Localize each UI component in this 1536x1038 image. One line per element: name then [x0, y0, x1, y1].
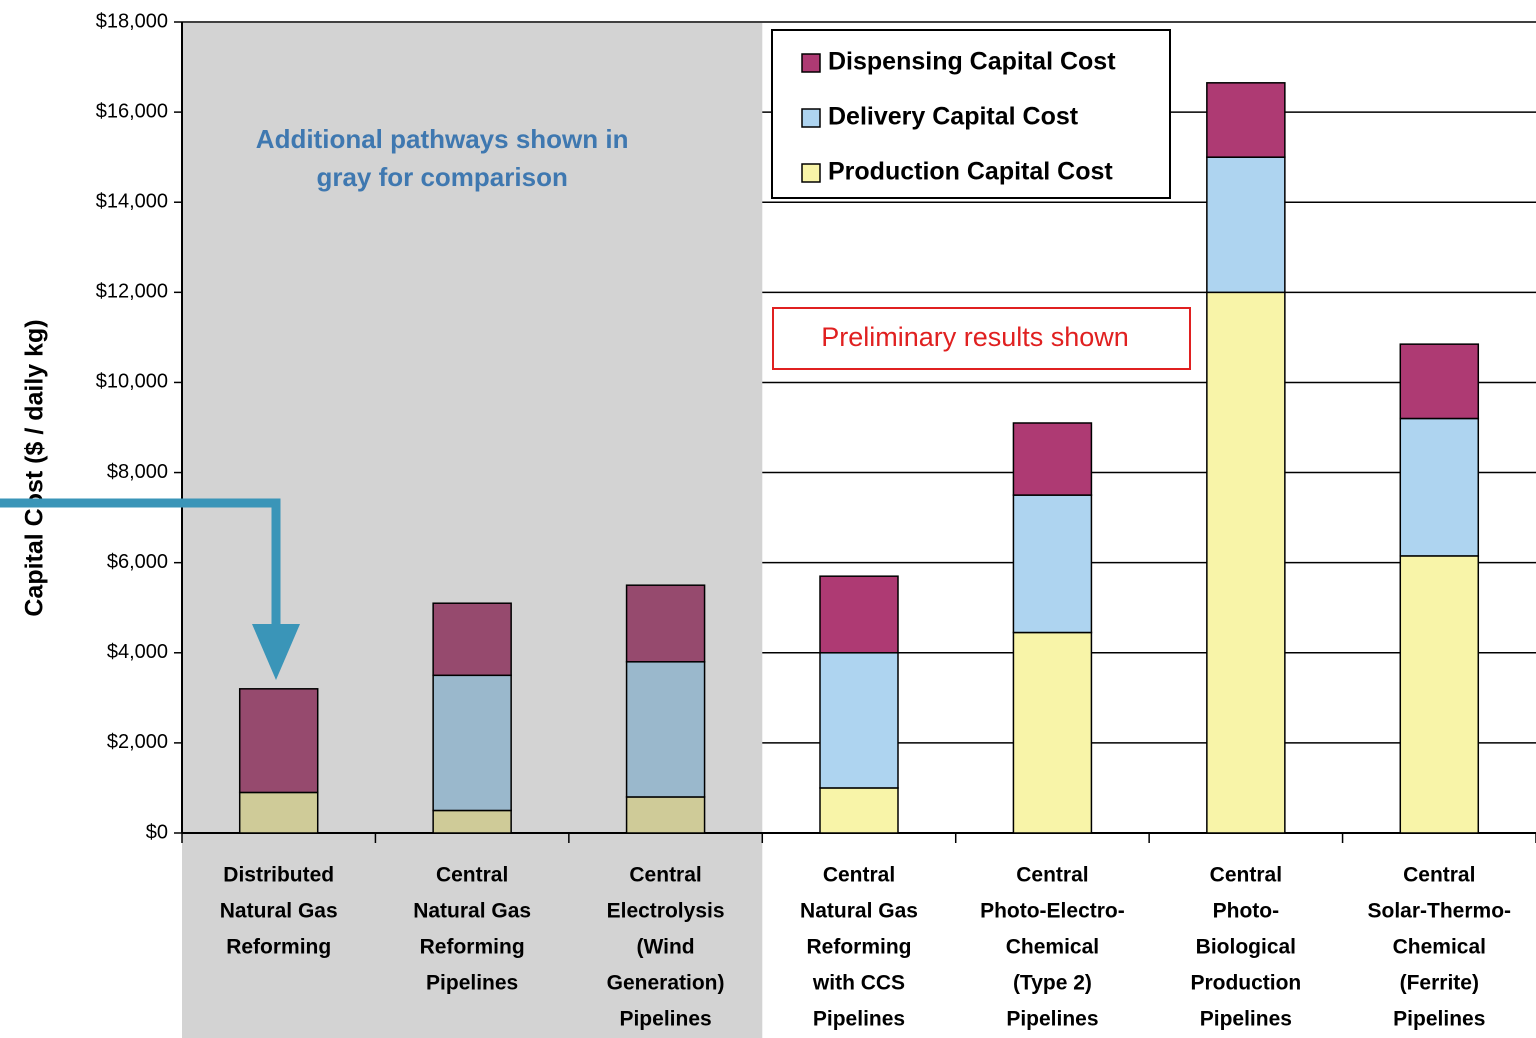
- x-tick-label: Central: [1210, 864, 1282, 887]
- bar-segment: [432, 602, 512, 677]
- bar-segment: [625, 796, 706, 834]
- bar-segment: [432, 674, 512, 812]
- x-tick-label: Pipelines: [1200, 1008, 1292, 1031]
- bar-segment: [238, 688, 319, 794]
- x-tick-label: Central: [1016, 864, 1088, 887]
- y-tick-label: $0: [146, 821, 168, 843]
- y-tick-label: $10,000: [96, 371, 168, 393]
- bar-segment: [1206, 82, 1286, 158]
- y-tick-label: $6,000: [107, 551, 168, 573]
- arrow-line: [0, 498, 281, 625]
- legend-label: Dispensing Capital Cost: [828, 48, 1116, 76]
- y-tick-label: $16,000: [96, 100, 168, 122]
- bars-layer: [238, 82, 1480, 834]
- x-tick-label: Pipelines: [619, 1008, 711, 1031]
- bar-segment: [1012, 631, 1093, 834]
- x-tick-label: Central: [1403, 864, 1475, 887]
- bar-segment: [1399, 343, 1480, 420]
- y-tick-label: $4,000: [107, 641, 168, 663]
- x-tick-label: Production: [1190, 972, 1301, 995]
- annotation-box: [772, 307, 1191, 370]
- x-tick-label: Reforming: [226, 936, 331, 959]
- x-tick-label: Pipelines: [1393, 1008, 1485, 1031]
- y-tick-label: $14,000: [96, 191, 168, 213]
- bar-segment: [432, 809, 512, 834]
- bar-segment: [1206, 156, 1286, 294]
- x-tick-label: Photo-: [1213, 900, 1279, 923]
- x-tick-label: Electrolysis: [607, 900, 725, 923]
- legend-box: [771, 29, 1171, 199]
- x-tick-label: Natural Gas: [800, 900, 918, 923]
- bar-segment: [1399, 417, 1480, 557]
- arrow: [0, 498, 300, 680]
- region-annotation: gray for comparison: [316, 162, 567, 192]
- x-tick-label: (Type 2): [1013, 972, 1092, 995]
- x-tick-label: with CCS: [812, 972, 905, 995]
- x-tick-label: Reforming: [807, 936, 912, 959]
- legend-label: Production Capital Cost: [828, 158, 1113, 186]
- x-tick-label: Pipelines: [813, 1008, 905, 1031]
- y-tick-label: $8,000: [107, 461, 168, 483]
- x-tick-label: (Ferrite): [1400, 972, 1479, 995]
- x-tick-label: Reforming: [420, 936, 525, 959]
- x-tick-label: Natural Gas: [220, 900, 338, 923]
- bar-segment: [819, 787, 899, 834]
- x-tick-label: Central: [436, 864, 508, 887]
- legend: Dispensing Capital Cost Delivery Capital …: [771, 29, 1171, 199]
- y-tick-label: $12,000: [96, 281, 168, 303]
- legend-label: Delivery Capital Cost: [828, 103, 1079, 131]
- x-tick-label: Pipelines: [1006, 1008, 1098, 1031]
- x-tick-label: Pipelines: [426, 972, 518, 995]
- x-tick-label: Distributed: [223, 864, 334, 887]
- bar-segment: [1206, 291, 1286, 834]
- legend-swatch: [801, 163, 821, 183]
- x-tick-label: Biological: [1196, 936, 1296, 959]
- bar-segment: [1012, 422, 1093, 496]
- y-axis-title: Capital Cost ($ / daily kg): [21, 319, 49, 616]
- x-tick-label: (Wind: [637, 936, 695, 959]
- bar-segment: [625, 661, 706, 798]
- x-tick-label: Natural Gas: [413, 900, 531, 923]
- x-tick-label: Chemical: [1393, 936, 1486, 959]
- region-annotation: Additional pathways shown in: [256, 124, 629, 154]
- legend-swatch: [801, 108, 821, 128]
- bar-segment: [1399, 555, 1480, 834]
- x-tick-label: Photo-Electro-: [980, 900, 1125, 923]
- bar-segment: [238, 791, 319, 834]
- bar-segment: [819, 575, 899, 654]
- legend-swatch: [801, 53, 821, 73]
- x-tick-label: Central: [823, 864, 895, 887]
- x-tick-label: Solar-Thermo-: [1368, 900, 1512, 923]
- y-tick-label: $2,000: [107, 731, 168, 753]
- bar-segment: [819, 652, 899, 789]
- arrow-head: [252, 624, 300, 680]
- y-tick-label: $18,000: [96, 10, 168, 32]
- x-tick-label: Chemical: [1006, 936, 1099, 959]
- annotation: Preliminary results shown: [821, 322, 1129, 352]
- x-tick-label: Central: [629, 864, 701, 887]
- x-tick-label: Generation): [607, 972, 725, 995]
- bar-segment: [625, 584, 706, 663]
- bar-segment: [1012, 494, 1093, 634]
